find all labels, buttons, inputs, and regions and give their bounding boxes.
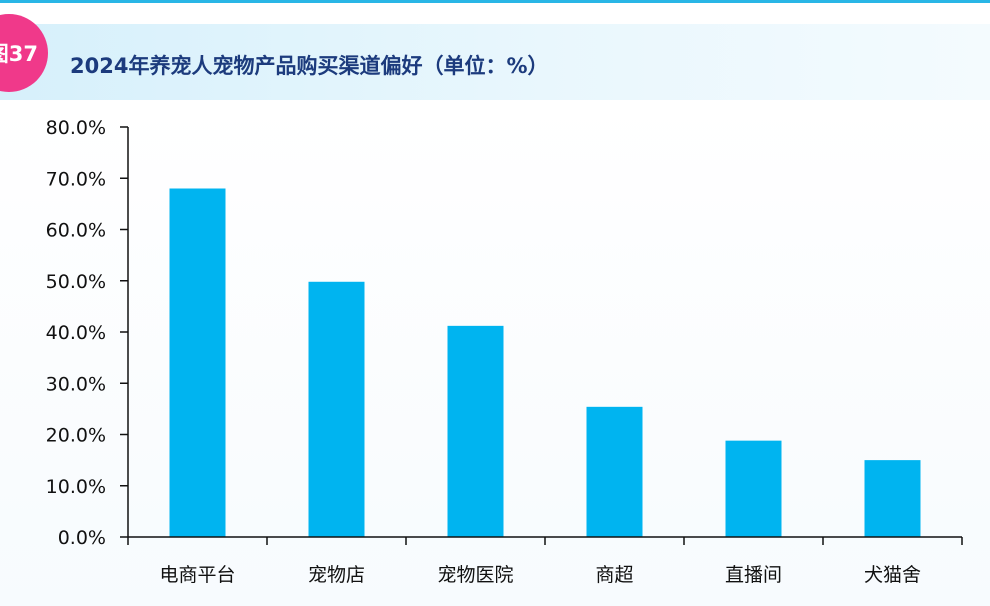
y-tick-label-8: 80.0%: [46, 117, 106, 139]
bar-3: [586, 406, 643, 537]
bar-2: [447, 325, 504, 537]
x-category-label-2: 宠物医院: [437, 564, 513, 586]
bar-1: [308, 281, 365, 537]
y-tick-label-1: 10.0%: [46, 476, 106, 498]
y-tick-label-4: 40.0%: [46, 322, 106, 344]
x-category-label-1: 宠物店: [308, 564, 365, 586]
y-tick-label-6: 60.0%: [46, 220, 106, 242]
bar-5: [864, 460, 921, 537]
x-category-label-0: 电商平台: [159, 564, 235, 586]
bar-4: [725, 440, 782, 537]
y-tick-label-7: 70.0%: [46, 168, 106, 190]
x-category-label-5: 犬猫舍: [864, 564, 921, 586]
y-tick-label-3: 30.0%: [46, 373, 106, 395]
x-category-label-4: 直播间: [725, 564, 782, 586]
top-accent-rule: [0, 0, 990, 3]
figure-number-text: 图37: [0, 42, 38, 66]
x-category-label-3: 商超: [595, 564, 633, 586]
y-tick-label-5: 50.0%: [46, 271, 106, 293]
chart-title: 2024年养宠人宠物产品购买渠道偏好（单位：%）: [70, 54, 549, 78]
bar-0: [169, 188, 226, 537]
y-tick-label-0: 0.0%: [58, 527, 106, 549]
y-tick-label-2: 20.0%: [46, 425, 106, 447]
title-band: [0, 24, 990, 100]
